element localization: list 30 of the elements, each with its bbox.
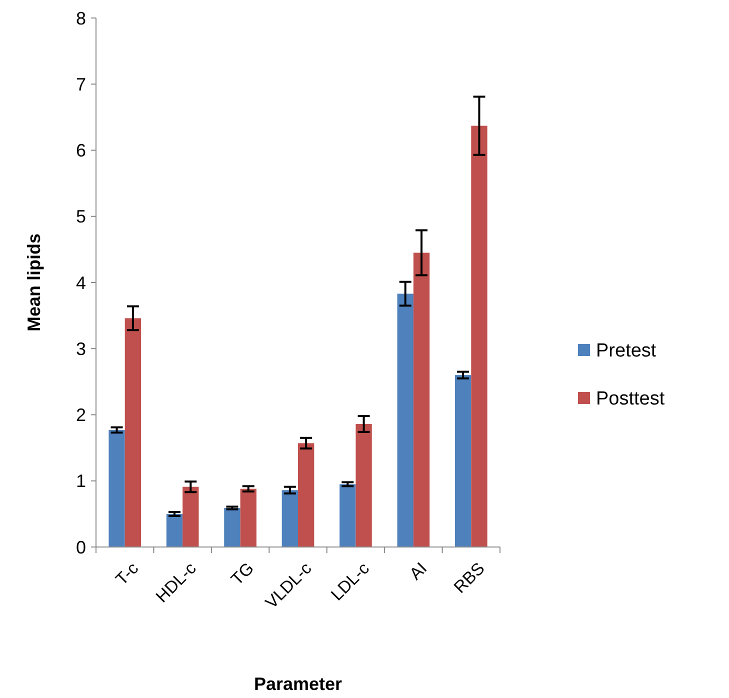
y-tick-label: 1 <box>76 471 86 492</box>
y-tick-label: 5 <box>76 206 86 227</box>
bar <box>340 484 356 547</box>
bar <box>240 488 256 547</box>
bar <box>182 486 199 547</box>
bar <box>124 318 142 547</box>
bar <box>298 443 314 547</box>
bar <box>397 294 414 547</box>
bar <box>224 508 240 547</box>
x-tick-label: TG <box>227 558 258 589</box>
x-tick-label: AI <box>406 558 431 584</box>
x-axis-title: Parameter <box>254 674 342 694</box>
bar <box>282 490 298 547</box>
y-tick-label: 2 <box>76 405 86 426</box>
y-tick-label: 8 <box>76 8 86 28</box>
y-tick-label: 6 <box>76 140 86 161</box>
y-tick-label: 0 <box>76 537 86 558</box>
bar <box>413 252 430 547</box>
bar <box>454 375 472 547</box>
bar <box>471 126 488 547</box>
bar <box>166 514 183 547</box>
legend-label: Posttest <box>596 388 666 410</box>
legend-label: Pretest <box>596 340 657 362</box>
y-tick-label: 7 <box>76 74 86 94</box>
bar <box>356 424 372 547</box>
y-tick-label: 4 <box>76 272 86 293</box>
bar <box>108 430 125 547</box>
y-tick-label: 3 <box>76 338 86 359</box>
x-tick-label: T-c <box>112 558 142 589</box>
y-axis-title: Mean lipids <box>24 233 44 332</box>
